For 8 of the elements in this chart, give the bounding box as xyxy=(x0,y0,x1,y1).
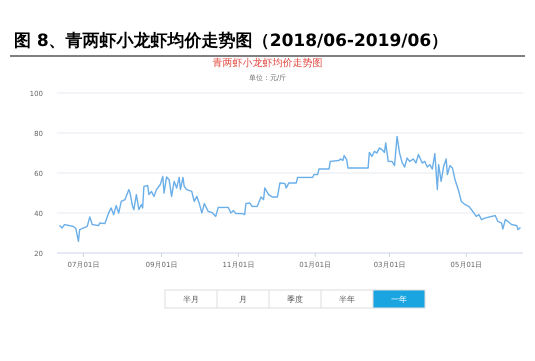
chart-title: 图 8、青两虾小龙虾均价走势图（2018/06-2019/06） xyxy=(14,31,448,51)
text: 一年 xyxy=(391,295,407,304)
chart-subtitle: 青两虾小龙虾均价走势图 xyxy=(212,57,322,69)
text: 季度 xyxy=(287,295,303,304)
text: 半月 xyxy=(183,295,199,304)
text: 半年 xyxy=(339,295,355,304)
text: 月 xyxy=(239,295,247,304)
line-series xyxy=(58,136,522,242)
